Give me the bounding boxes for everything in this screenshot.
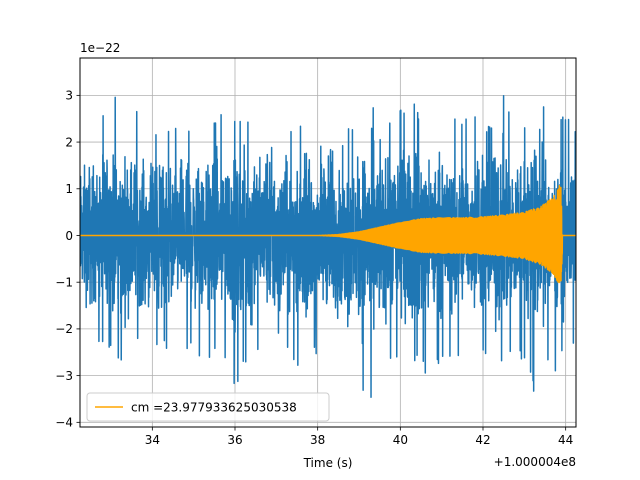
x-tick-label: 42 xyxy=(475,433,490,447)
y-tick-label: −3 xyxy=(55,369,73,383)
plot-frame xyxy=(79,57,577,428)
y-tick-label: −4 xyxy=(55,416,73,430)
x-tick-label: 34 xyxy=(145,433,160,447)
ticks: 34 36 38 40 42 44 3 2 1 0 −1 −2 −3 −4 xyxy=(55,89,573,447)
x-offset-label: +1.000004e8 xyxy=(494,455,576,469)
y-tick-label: 3 xyxy=(65,89,73,103)
y-tick-label: −2 xyxy=(55,322,73,336)
legend-label-template: cm =23.977933625030538 xyxy=(131,401,297,415)
y-tick-label: 1 xyxy=(65,182,73,196)
series-noise-line xyxy=(80,94,576,398)
series-chirp-line xyxy=(80,185,576,284)
y-tick-label: 0 xyxy=(65,229,73,243)
data-layer xyxy=(80,94,576,398)
legend-box xyxy=(86,392,330,422)
x-axis-label: Time (s) xyxy=(303,456,353,470)
x-tick-label: 44 xyxy=(558,433,573,447)
legend: cm =23.977933625030538 xyxy=(86,392,330,422)
x-tick-label: 40 xyxy=(393,433,408,447)
y-tick-label: 2 xyxy=(65,135,73,149)
y-tick-label: −1 xyxy=(55,276,73,290)
x-tick-label: 38 xyxy=(310,433,325,447)
y-scale-label: 1e−22 xyxy=(80,41,120,55)
x-tick-label: 36 xyxy=(227,433,242,447)
